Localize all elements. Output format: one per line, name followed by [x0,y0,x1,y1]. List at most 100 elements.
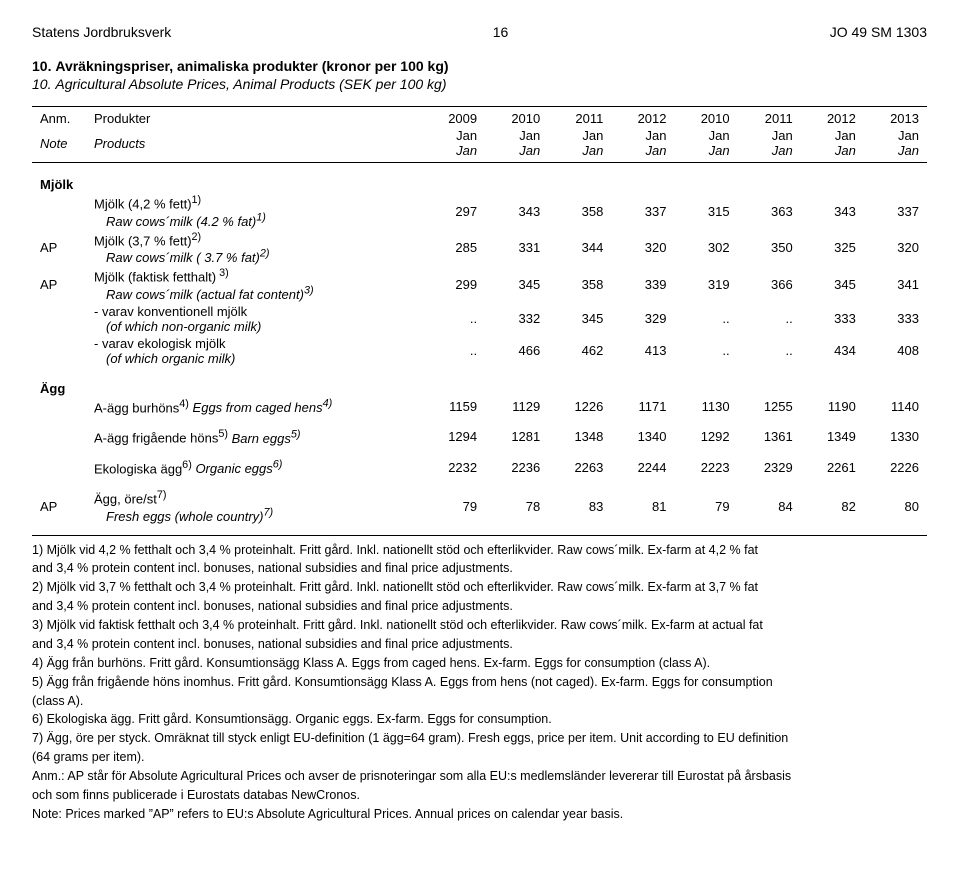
fn-3b: and 3,4 % protein content incl. bonuses,… [32,636,927,653]
cell: 343 [801,193,864,230]
section-label: Mjölk [32,163,927,194]
fn-2b: and 3,4 % protein content incl. bonuses,… [32,598,927,615]
cell: 1340 [611,416,674,446]
row-note [32,416,86,446]
cell: 81 [611,477,674,525]
th-m4: JanJan [675,127,738,163]
cell: 1292 [675,416,738,446]
fn-6: 6) Ekologiska ägg. Fritt gård. Konsumtio… [32,711,927,728]
table-body: MjölkMjölk (4,2 % fett)1)Raw cows´milk (… [32,163,927,525]
fn-anm1: Anm.: AP står för Absolute Agricultural … [32,768,927,785]
row-label: A-ägg burhöns4) Eggs from caged hens4) [86,397,422,416]
th-y6: 2012 [801,107,864,128]
table-row: Mjölk (4,2 % fett)1)Raw cows´milk (4.2 %… [32,193,927,230]
cell: 341 [864,266,927,303]
cell: 302 [675,230,738,267]
fn-2a: 2) Mjölk vid 3,7 % fetthalt och 3,4 % pr… [32,579,927,596]
th-products: Products [86,127,422,163]
fn-3a: 3) Mjölk vid faktisk fetthalt och 3,4 % … [32,617,927,634]
th-y3: 2012 [611,107,674,128]
cell: 1190 [801,397,864,416]
row-label: Mjölk (faktisk fetthalt) 3)Raw cows´milk… [86,266,422,303]
cell: 363 [738,193,801,230]
cell: 1294 [422,416,485,446]
cell: .. [422,335,485,367]
title-en-num: 10. [32,76,51,92]
row-label: Mjölk (3,7 % fett)2)Raw cows´milk ( 3.7 … [86,230,422,267]
cell: .. [738,335,801,367]
header-right: JO 49 SM 1303 [830,24,927,40]
fn-1a: 1) Mjölk vid 4,2 % fetthalt och 3,4 % pr… [32,542,927,559]
cell: 1171 [611,397,674,416]
th-note: Note [32,127,86,163]
th-m0: JanJan [422,127,485,163]
row-label: Ekologiska ägg6) Organic eggs6) [86,447,422,477]
cell: 319 [675,266,738,303]
cell: 1281 [485,416,548,446]
fn-4: 4) Ägg från burhöns. Fritt gård. Konsumt… [32,655,927,672]
row-note [32,447,86,477]
thead-row2: Note Products JanJan JanJan JanJan JanJa… [32,127,927,163]
cell: 1349 [801,416,864,446]
fn-anm2: och som finns publicerade i Eurostats da… [32,787,927,804]
cell: 325 [801,230,864,267]
title-sv: 10. Avräkningspriser, animaliska produkt… [32,58,927,74]
fn-7a: 7) Ägg, öre per styck. Omräknat till sty… [32,730,927,747]
row-note [32,397,86,416]
table-row: APÄgg, öre/st7)Fresh eggs (whole country… [32,477,927,525]
row-label: - varav ekologisk mjölk(of which organic… [86,335,422,367]
cell: .. [675,303,738,335]
title-en: 10. Agricultural Absolute Prices, Animal… [32,76,927,92]
cell: 299 [422,266,485,303]
header-center: 16 [493,24,509,40]
cell: 339 [611,266,674,303]
row-note [32,303,86,335]
table-row: - varav ekologisk mjölk(of which organic… [32,335,927,367]
cell: 434 [801,335,864,367]
th-m7: JanJan [864,127,927,163]
cell: 2263 [548,447,611,477]
cell: 345 [801,266,864,303]
cell: 1140 [864,397,927,416]
page-header: Statens Jordbruksverk 16 JO 49 SM 1303 [32,24,927,40]
table-row: APMjölk (faktisk fetthalt) 3)Raw cows´mi… [32,266,927,303]
cell: 2232 [422,447,485,477]
th-y7: 2013 [864,107,927,128]
cell: 1130 [675,397,738,416]
cell: 79 [422,477,485,525]
section-row: Mjölk [32,163,927,194]
table-row: A-ägg frigående höns5) Barn eggs5)129412… [32,416,927,446]
th-m1: JanJan [485,127,548,163]
cell: 333 [864,303,927,335]
fn-7b: (64 grams per item). [32,749,927,766]
cell: 83 [548,477,611,525]
cell: 285 [422,230,485,267]
cell: 331 [485,230,548,267]
row-label: - varav konventionell mjölk(of which non… [86,303,422,335]
cell: 358 [548,193,611,230]
cell: 297 [422,193,485,230]
header-left: Statens Jordbruksverk [32,24,171,40]
th-y2: 2011 [548,107,611,128]
th-y4: 2010 [675,107,738,128]
table-row: - varav konventionell mjölk(of which non… [32,303,927,335]
th-y1: 2010 [485,107,548,128]
row-note: AP [32,230,86,267]
cell: 84 [738,477,801,525]
cell: 344 [548,230,611,267]
cell: 350 [738,230,801,267]
row-label: Mjölk (4,2 % fett)1)Raw cows´milk (4.2 %… [86,193,422,230]
cell: 1255 [738,397,801,416]
fn-5a: 5) Ägg från frigående höns inomhus. Frit… [32,674,927,691]
table-row: A-ägg burhöns4) Eggs from caged hens4) 11… [32,397,927,416]
row-label: A-ägg frigående höns5) Barn eggs5) [86,416,422,446]
cell: 337 [611,193,674,230]
cell: 80 [864,477,927,525]
title-sv-text: Avräkningspriser, animaliska produkter (… [55,58,448,74]
cell: 345 [485,266,548,303]
title-sv-num: 10. [32,58,51,74]
th-m5: JanJan [738,127,801,163]
thead-row1: Anm. Produkter 2009 2010 2011 2012 2010 … [32,107,927,128]
cell: 345 [548,303,611,335]
section-row: Ägg [32,367,927,397]
